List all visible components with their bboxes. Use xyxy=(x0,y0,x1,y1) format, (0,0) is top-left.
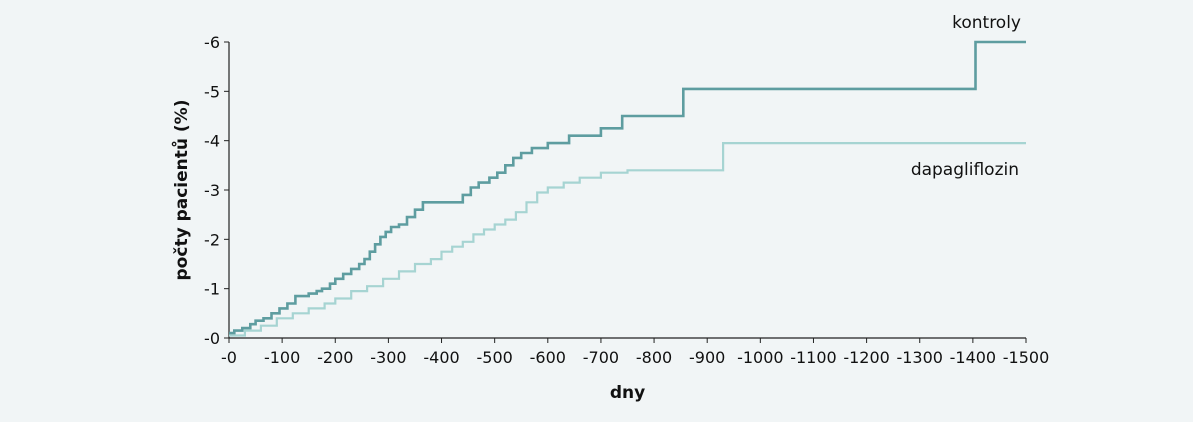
y-tick-label: -5 xyxy=(204,82,220,101)
x-tick-label: -100 xyxy=(264,348,300,367)
y-tick-label: -1 xyxy=(204,280,220,299)
x-tick-label: -200 xyxy=(317,348,353,367)
x-tick-label: -300 xyxy=(370,348,406,367)
x-tick-label: -1000 xyxy=(737,348,784,367)
series-line-dapagliflozin xyxy=(229,142,1026,337)
y-tick-label: -3 xyxy=(204,181,220,200)
axes: -0 -1 -2 -3 -4 -5 -6 -0 -100 -200 -300 -400 -500 -600… xyxy=(204,33,1049,367)
x-axis-title: dny xyxy=(610,383,645,403)
series-label-dapagliflozin: dapagliflozin xyxy=(911,160,1019,180)
x-tick-label: -600 xyxy=(530,348,566,367)
y-tick-label: -6 xyxy=(204,33,220,52)
y-tick-label: -2 xyxy=(204,230,220,249)
x-tick-label: -1500 xyxy=(1003,348,1050,367)
x-tick-label: -400 xyxy=(423,348,459,367)
x-tick-label: -900 xyxy=(689,348,725,367)
series-label-kontroly: kontroly xyxy=(952,13,1021,33)
y-axis-title: počty pacientů (%) xyxy=(170,100,192,281)
series-layer xyxy=(229,40,1026,337)
y-tick-label: -0 xyxy=(204,329,220,348)
x-tick-label: -1300 xyxy=(896,348,943,367)
labels-layer: dny počty pacientů (%) kontroly dapaglifl… xyxy=(170,13,1021,403)
series-line-kontroly xyxy=(229,40,1026,335)
x-tick-label: -0 xyxy=(221,348,237,367)
x-tick-label: -800 xyxy=(636,348,672,367)
y-tick-label: -4 xyxy=(204,132,220,151)
x-tick-label: -1100 xyxy=(790,348,837,367)
x-tick-label: -500 xyxy=(477,348,513,367)
x-tick-label: -700 xyxy=(583,348,619,367)
x-tick-label: -1200 xyxy=(843,348,890,367)
x-tick-label: -1400 xyxy=(950,348,997,367)
